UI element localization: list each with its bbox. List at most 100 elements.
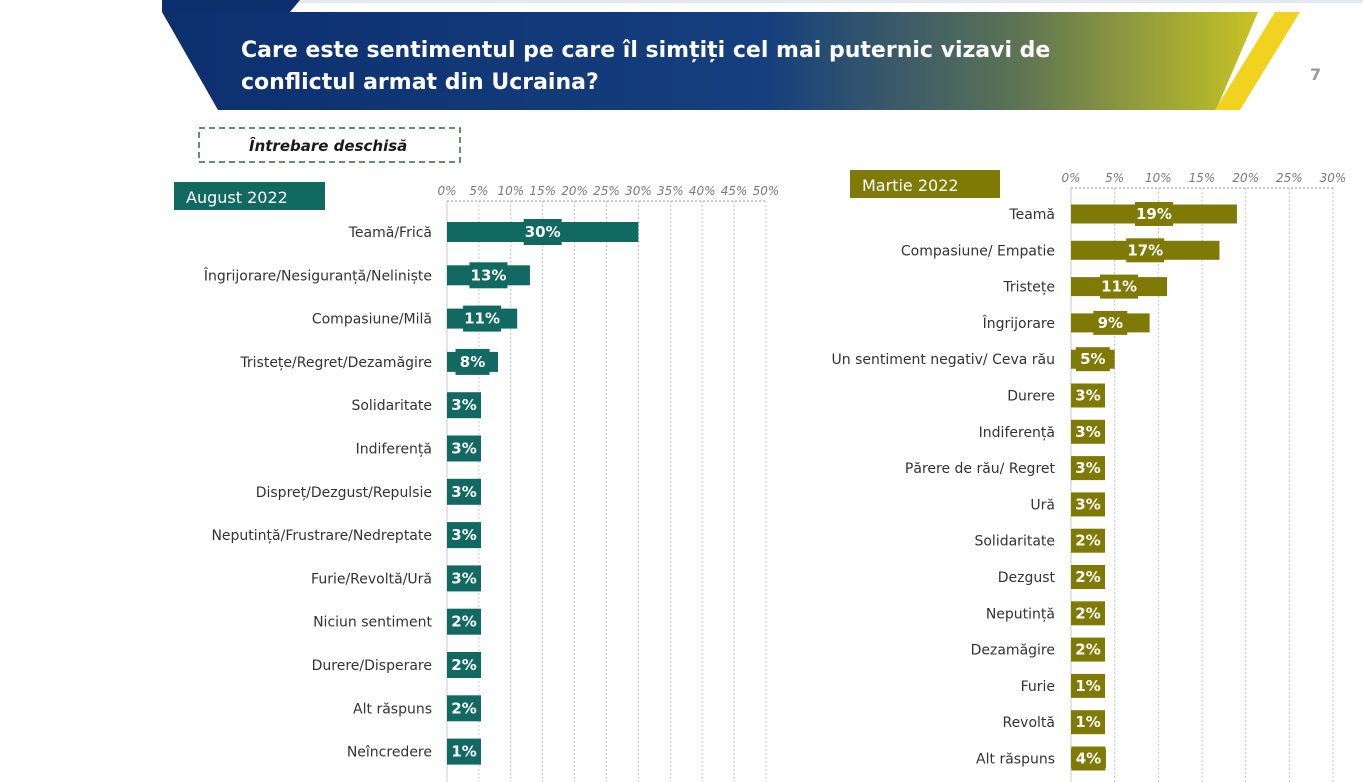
x-tick-label: 40%: [689, 184, 716, 198]
value-label-box: [1071, 419, 1105, 444]
value-label-box: [463, 305, 502, 332]
value-label: 5%: [1080, 350, 1105, 368]
value-label-box: [1093, 310, 1128, 335]
category-label: Tristețe: [1002, 280, 1055, 296]
value-label-box: [1126, 238, 1165, 263]
value-label-box: [523, 219, 562, 245]
x-tick-label: 15%: [529, 184, 556, 198]
category-label: Solidaritate: [974, 534, 1055, 550]
value-label: 3%: [1075, 387, 1100, 405]
value-label-box: [1071, 673, 1105, 698]
value-label: 11%: [464, 310, 500, 328]
value-label-box: [1071, 565, 1105, 589]
value-label: 2%: [1075, 532, 1100, 550]
category-label: Neîncredere: [347, 745, 432, 761]
note-box: [198, 127, 461, 163]
value-label: 2%: [451, 699, 476, 717]
category-label: Tristețe/Regret/Dezamăgire: [239, 355, 432, 371]
category-label: Neputință: [986, 606, 1055, 622]
value-label: 2%: [451, 613, 476, 631]
august-panel-label-bg: [174, 182, 325, 210]
category-label: Dispreț/Dezgust/Repulsie: [256, 485, 432, 501]
category-label: Un sentiment negativ/ Ceva rău: [832, 352, 1056, 368]
chart-martie: 0% 5% 10% 15% 20% 25% 30% 19% Teamă 17% Compasiune…: [832, 171, 1346, 782]
value-label: 3%: [1075, 495, 1100, 513]
value-label: 3%: [451, 440, 476, 458]
value-label: 4%: [1076, 750, 1101, 768]
x-tick-label: 10%: [497, 184, 524, 198]
x-tick-label: 0%: [437, 184, 456, 198]
value-label: 1%: [1075, 713, 1100, 731]
x-tick-label: 30%: [625, 184, 652, 198]
value-label-box: [447, 695, 481, 722]
value-label-box: [469, 262, 508, 289]
august-panel-label: August 2022: [186, 188, 288, 207]
value-label-box: [447, 392, 481, 419]
category-label: Indiferență: [979, 425, 1055, 441]
value-label-box: [1100, 274, 1139, 299]
category-label: Alt răspuns: [976, 752, 1055, 768]
value-label-box: [1075, 347, 1110, 372]
value-label: 2%: [1075, 641, 1100, 659]
category-label: Părere de rău/ Regret: [905, 461, 1056, 477]
value-label-box: [1071, 492, 1105, 517]
value-label-box: [1071, 710, 1105, 735]
value-label-box: [447, 522, 481, 549]
value-label-box: [1071, 383, 1105, 408]
category-label: Durere: [1007, 389, 1055, 405]
value-label: 13%: [471, 266, 507, 284]
category-label: Furie/Revoltă/Ură: [311, 571, 432, 587]
category-label: Ură: [1030, 497, 1055, 513]
value-label-box: [447, 565, 481, 592]
page-title-line-1: Care este sentimentul pe care îl simțiți…: [241, 38, 1050, 63]
category-label: Furie: [1021, 679, 1055, 695]
category-label: Teamă: [1008, 207, 1055, 223]
chart-august: 0% 5% 10% 15% 20% 25% 30% 35% 40% 45% 50% 30% Teamă/…: [203, 184, 779, 782]
value-label: 2%: [451, 656, 476, 674]
category-label: Revoltă: [1002, 715, 1055, 731]
x-tick-label: 5%: [1105, 171, 1124, 185]
value-label: 11%: [1101, 278, 1137, 296]
category-label: Dezgust: [998, 570, 1056, 586]
value-label: 2%: [1075, 604, 1100, 622]
value-label: 19%: [1136, 205, 1172, 223]
value-label-box: [447, 608, 481, 635]
category-label: Îngrijorare/Nesiguranță/Neliniște: [203, 266, 432, 284]
category-label: Compasiune/ Empatie: [901, 243, 1055, 259]
x-tick-label: 5%: [469, 184, 488, 198]
value-label: 1%: [451, 743, 476, 761]
x-tick-label: 20%: [561, 184, 588, 198]
note-text: Întrebare deschisă: [249, 136, 407, 155]
category-label: Compasiune/Milă: [312, 312, 432, 328]
x-tick-label: 25%: [1276, 171, 1303, 185]
header-top-line: [300, 0, 1363, 3]
value-label-box: [447, 738, 481, 765]
header-corner-accent: [162, 0, 300, 12]
x-tick-label: 50%: [753, 184, 780, 198]
value-label: 30%: [525, 223, 561, 241]
page-number: 7: [1310, 65, 1321, 84]
value-label-box: [455, 348, 490, 375]
x-tick-label: 20%: [1232, 171, 1259, 185]
x-tick-label: 35%: [657, 184, 684, 198]
value-label: 3%: [451, 483, 476, 501]
header-stripe: [1215, 12, 1300, 110]
x-tick-label: 15%: [1189, 171, 1216, 185]
x-tick-label: 45%: [721, 184, 748, 198]
x-tick-label: 10%: [1145, 171, 1172, 185]
category-label: Solidaritate: [351, 398, 432, 414]
value-label-box: [447, 435, 481, 462]
martie-panel-label-bg: [850, 170, 1000, 198]
value-label-box: [1071, 528, 1105, 553]
value-label: 8%: [460, 353, 485, 371]
category-label: Indiferență: [356, 442, 432, 458]
x-tick-label: 25%: [593, 184, 620, 198]
value-label: 3%: [1075, 459, 1100, 477]
category-label: Îngrijorare: [982, 314, 1055, 332]
x-tick-label: 0%: [1061, 171, 1080, 185]
value-label: 3%: [451, 526, 476, 544]
header-banner: [162, 12, 1258, 110]
value-label-box: [1071, 456, 1105, 481]
category-label: Durere/Disperare: [312, 658, 432, 674]
